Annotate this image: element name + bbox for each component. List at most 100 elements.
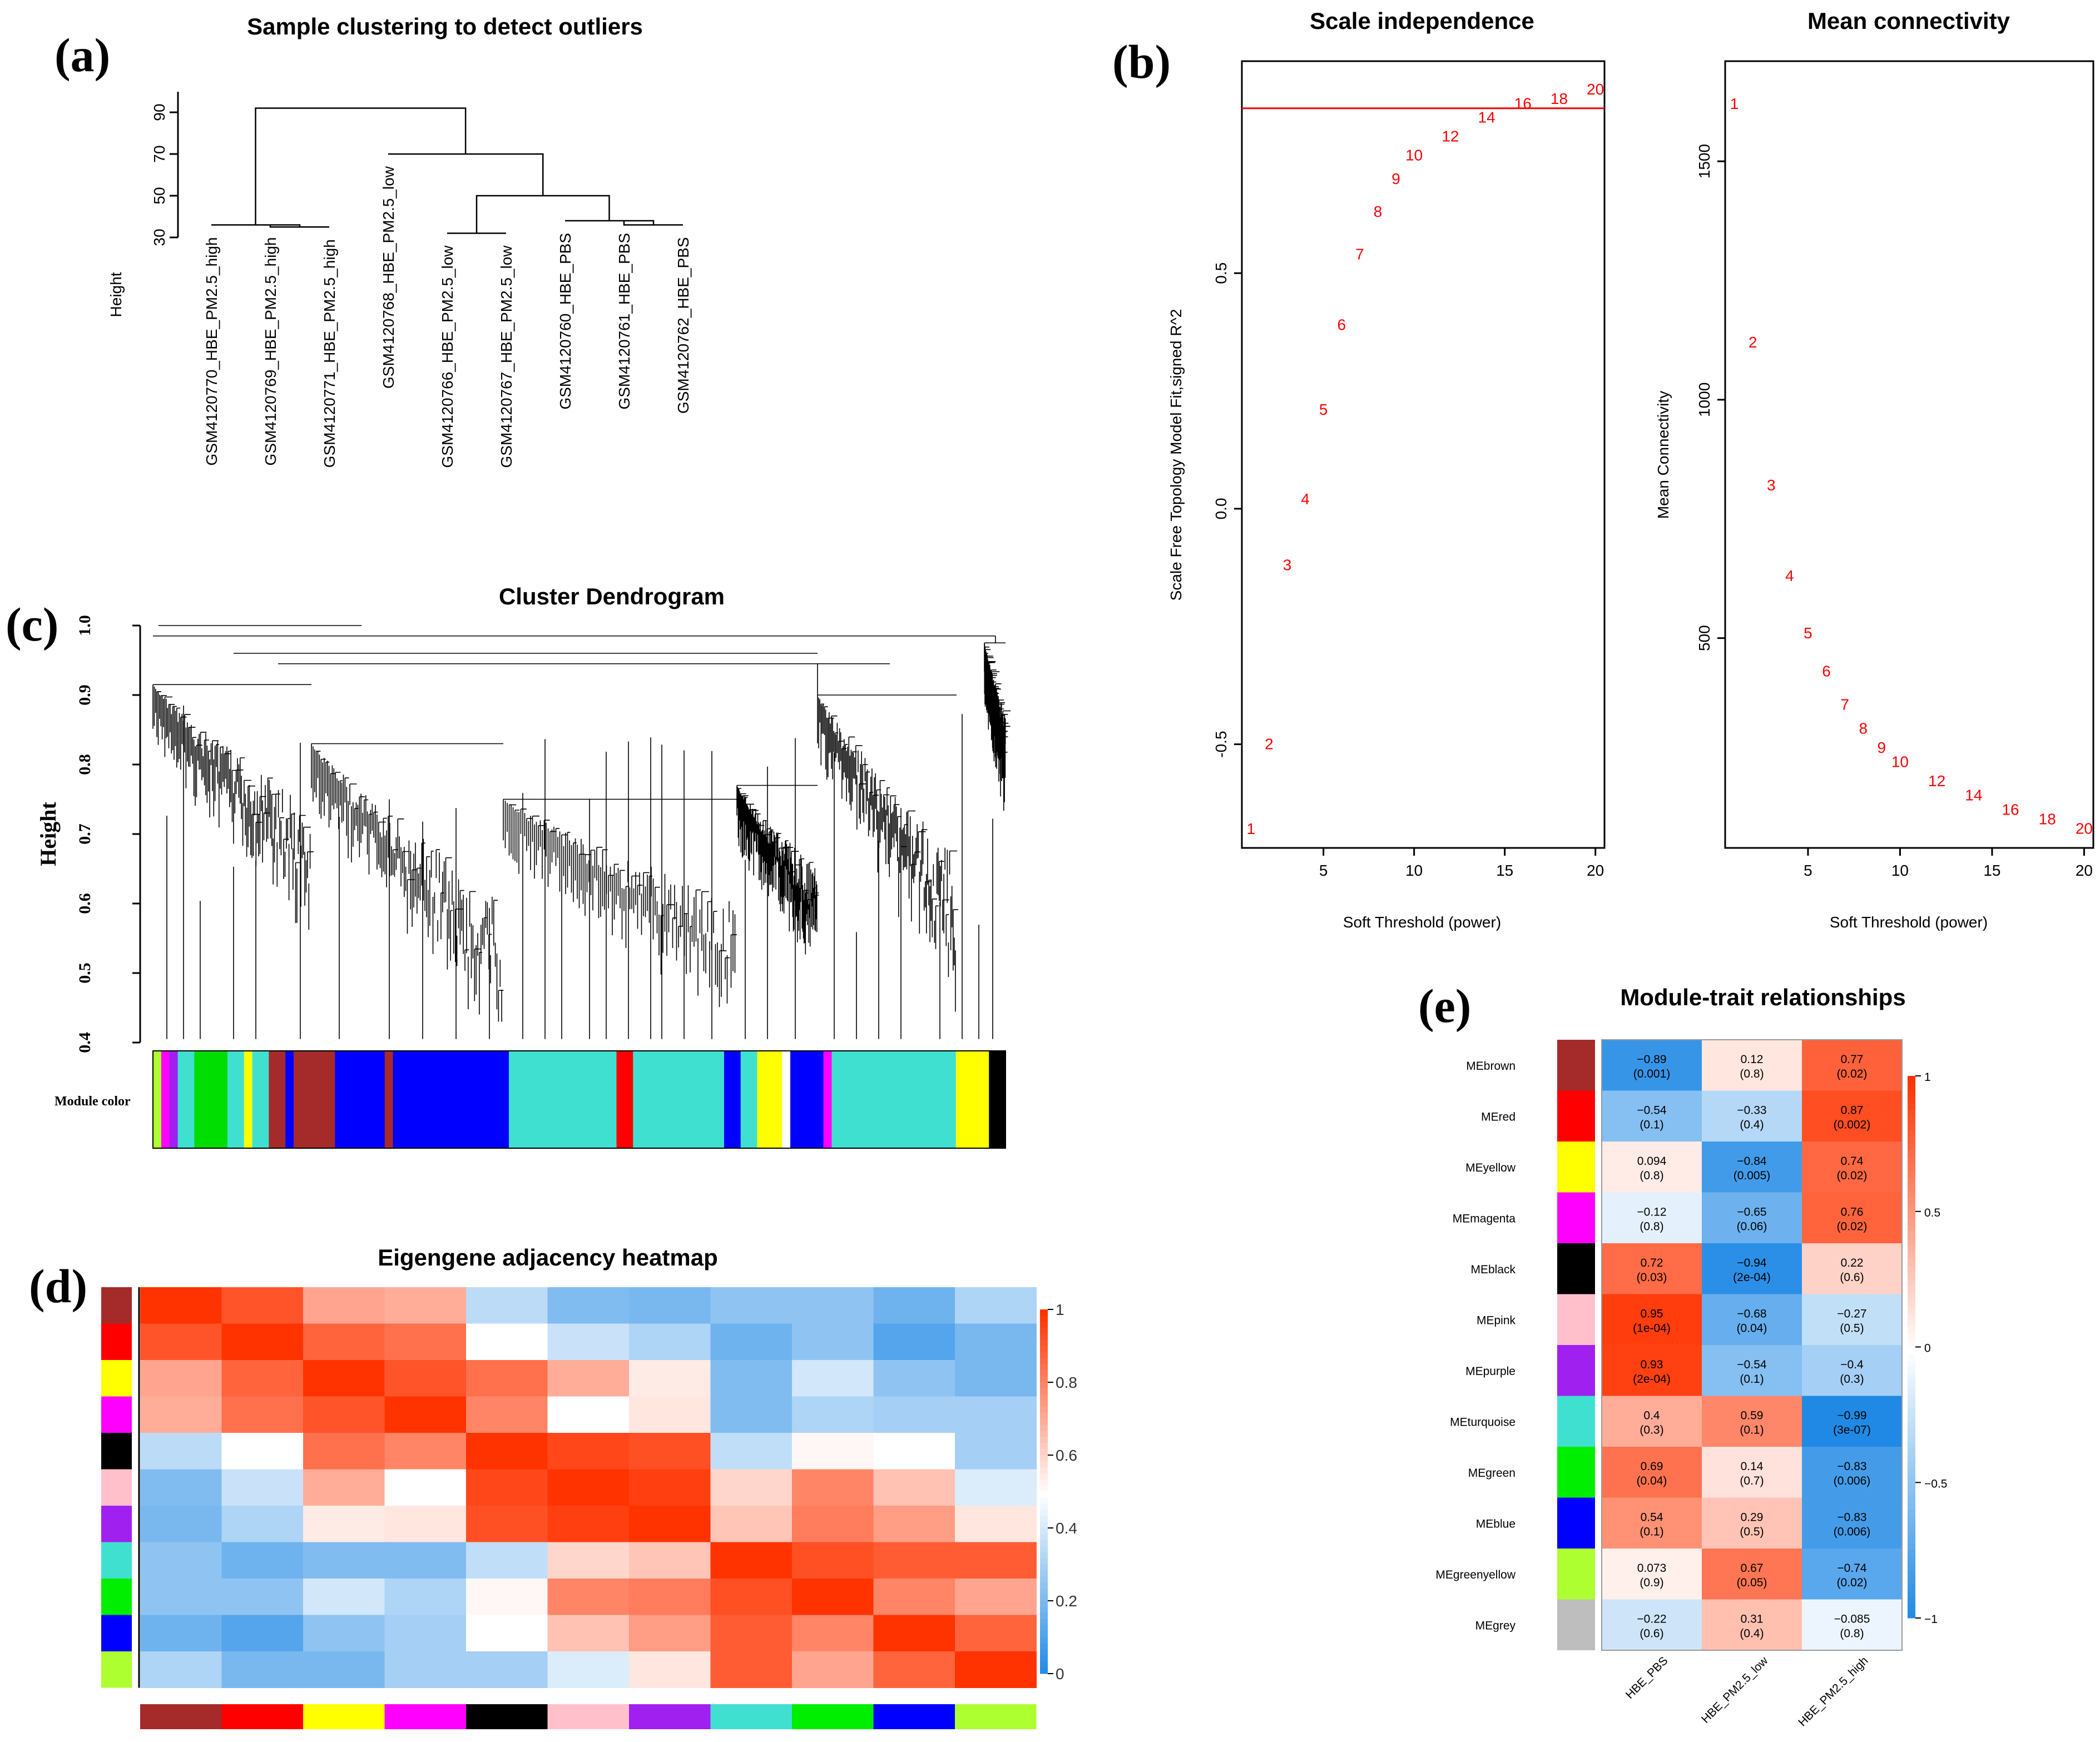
d-cell	[792, 1323, 874, 1361]
d-colorbar-step	[1040, 1667, 1048, 1674]
d-row-color	[101, 1542, 132, 1579]
d-cell	[384, 1506, 467, 1542]
d-colorbar-step	[1040, 1382, 1048, 1389]
d-cell	[221, 1433, 304, 1470]
b-point-label: 7	[1840, 696, 1849, 713]
e-cell-pvalue: (0.5)	[1840, 1322, 1864, 1334]
d-colorbar-step	[1040, 1485, 1048, 1492]
d-cell	[140, 1469, 222, 1506]
panel-letter-e: (e)	[1418, 979, 1471, 1033]
c-module-segment	[831, 1051, 957, 1148]
d-cell	[710, 1615, 793, 1652]
c-ytick-label: 0.7	[76, 823, 94, 845]
e-cell-value: 0.67	[1741, 1562, 1764, 1575]
e-cell	[1802, 1040, 1903, 1091]
c-module-segment	[782, 1051, 791, 1148]
d-col-color	[629, 1704, 711, 1729]
e-colorbar-step	[1908, 1232, 1915, 1239]
d-colorbar-step	[1040, 1388, 1048, 1395]
e-colorbar-step	[1908, 1435, 1915, 1442]
d-row-color	[101, 1323, 132, 1360]
d-cell	[792, 1651, 874, 1688]
d-cell	[384, 1287, 467, 1324]
d-cell	[303, 1615, 385, 1652]
b-point-label: 2	[1265, 736, 1274, 753]
e-cell	[1802, 1599, 1903, 1651]
e-colorbar-step	[1908, 1353, 1915, 1361]
d-colorbar-step	[1040, 1625, 1048, 1632]
d-colorbar-step	[1040, 1358, 1048, 1364]
e-colorbar-step	[1908, 1103, 1915, 1110]
d-cell	[955, 1287, 1037, 1324]
c-module-segment	[294, 1051, 335, 1148]
c-module-segment	[757, 1051, 782, 1148]
e-cell-pvalue: (0.006)	[1834, 1475, 1871, 1487]
panel-b2-xlabel: Soft Threshold (power)	[1830, 914, 1988, 931]
e-colorbar-step	[1908, 1550, 1915, 1557]
a-ytick-label: 70	[151, 145, 168, 162]
d-col-color	[710, 1704, 792, 1729]
e-cell-pvalue: (0.06)	[1737, 1220, 1767, 1233]
e-cell	[1702, 1142, 1802, 1193]
c-module-segment	[393, 1051, 509, 1148]
d-colorbar-step	[1040, 1564, 1048, 1571]
e-colorbar-step	[1908, 1286, 1915, 1293]
e-colorbar-step	[1908, 1455, 1915, 1463]
panel-a-title: Sample clustering to detect outliers	[247, 13, 643, 39]
d-colorbar-step	[1040, 1437, 1048, 1443]
panel-c-y-ticks: 0.4 0.5 0.6 0.7 0.8 0.9 1.0	[76, 615, 140, 1053]
e-cell	[1602, 1447, 1702, 1498]
e-cell-pvalue: (0.005)	[1734, 1169, 1771, 1182]
e-cell-value: 0.094	[1637, 1155, 1667, 1168]
panel-b1-xlabel: Soft Threshold (power)	[1343, 914, 1501, 931]
d-cell	[221, 1469, 304, 1506]
e-cell-value: −0.12	[1637, 1205, 1666, 1218]
e-cell-pvalue: (0.04)	[1637, 1475, 1667, 1487]
panel-b1-axes: 5 10 15 20-0.50.00.5	[1212, 262, 1604, 879]
d-colorbar-step	[1040, 1309, 1048, 1316]
c-module-segment	[153, 1051, 162, 1148]
d-colorbar-step	[1040, 1649, 1048, 1656]
d-cell	[466, 1579, 548, 1615]
e-cell	[1802, 1090, 1903, 1142]
c-module-segment	[955, 1051, 989, 1148]
d-col-color	[303, 1704, 385, 1729]
b-point-label: 9	[1878, 739, 1886, 756]
e-cell	[1702, 1090, 1802, 1142]
d-cell	[873, 1323, 955, 1361]
d-colorbar-label: 1	[1056, 1301, 1064, 1318]
e-cell-value: 0.87	[1841, 1104, 1864, 1116]
d-cell	[466, 1469, 548, 1506]
e-row-color	[1557, 1396, 1595, 1447]
e-row-label: MEpink	[1477, 1314, 1516, 1327]
e-colorbar-step	[1908, 1415, 1915, 1422]
c-module-segment	[194, 1051, 228, 1148]
e-colorbar-step	[1908, 1272, 1915, 1280]
d-cell	[221, 1287, 304, 1324]
d-col-color	[873, 1704, 955, 1729]
d-colorbar-step	[1040, 1461, 1048, 1468]
d-colorbar-step	[1040, 1637, 1048, 1644]
d-row-color	[101, 1469, 132, 1506]
panel-letter-a: (a)	[55, 28, 110, 82]
b-ytick-label: 1000	[1696, 383, 1713, 417]
b-xtick-label: 5	[1319, 862, 1328, 879]
d-cell	[384, 1542, 467, 1579]
e-colorbar-label: 1	[1924, 1071, 1931, 1084]
e-row-color	[1557, 1142, 1595, 1193]
d-colorbar-step	[1040, 1631, 1048, 1637]
panel-d-col-colors	[140, 1704, 1037, 1729]
e-cell-pvalue: (3e-07)	[1833, 1423, 1871, 1436]
e-colorbar-step	[1908, 1584, 1915, 1591]
a-leaf-label: GSM4120766_HBE_PM2.5_low	[439, 245, 456, 468]
e-cell-pvalue: (2e-04)	[1633, 1373, 1671, 1386]
b-point-label: 5	[1804, 624, 1812, 642]
e-colorbar-step	[1908, 1476, 1915, 1483]
e-cell	[1802, 1294, 1903, 1346]
d-cell	[466, 1287, 548, 1324]
e-cell	[1602, 1599, 1702, 1651]
e-colorbar-step	[1908, 1428, 1915, 1436]
a-leaf-label: GSM4120770_HBE_PM2.5_high	[203, 237, 220, 466]
a-leaf-label: GSM4120771_HBE_PM2.5_high	[321, 239, 338, 468]
